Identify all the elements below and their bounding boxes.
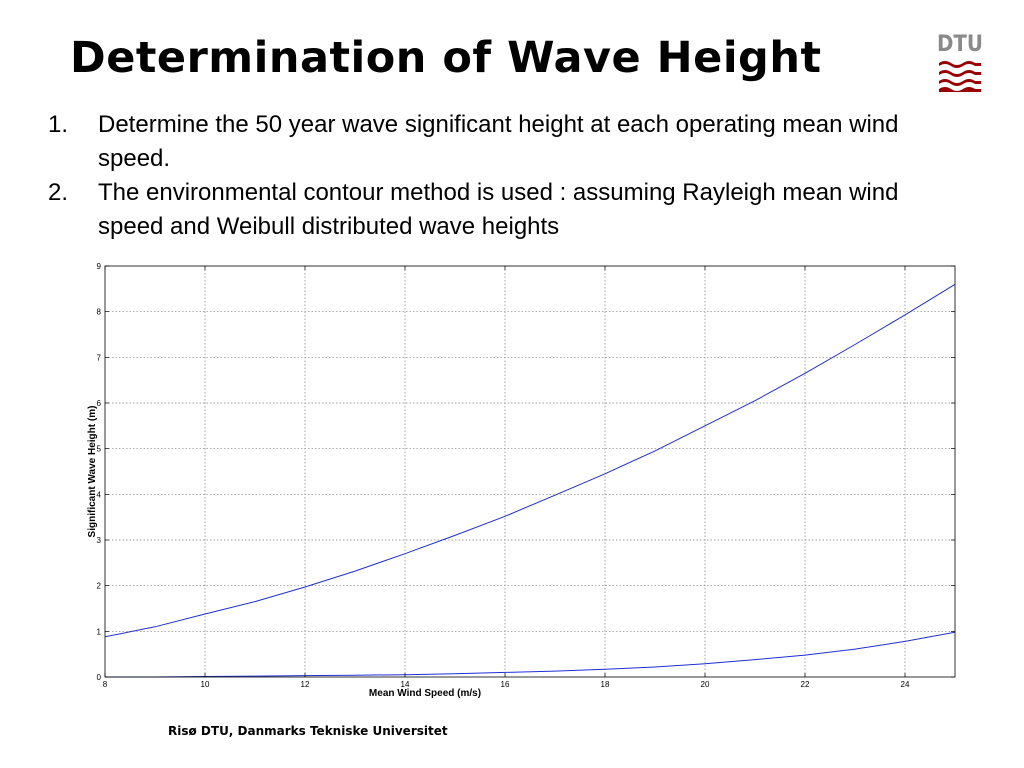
series-line-1 [104,283,956,638]
logo-text: DTU [936,32,983,57]
y-tick-label: 8 [97,308,102,317]
footer: Risø DTU, Danmarks Tekniske Universitet [168,724,448,738]
y-tick-label: 9 [97,262,102,271]
series-line-2 [105,631,956,678]
x-tick-label: 12 [301,680,310,689]
y-tick-label: 7 [97,353,102,362]
x-tick-label: 24 [901,680,910,689]
bullet-item: 1. Determine the 50 year wave significan… [48,108,928,176]
bullet-text: The environmental contour method is used… [98,179,899,240]
bullet-list: 1. Determine the 50 year wave significan… [48,108,928,244]
x-tick-label: 14 [401,680,410,689]
y-tick-label: 1 [97,627,102,636]
y-tick-label: 4 [97,490,102,499]
x-tick-label: 20 [701,680,710,689]
bullet-text: Determine the 50 year wave significant h… [98,111,899,172]
bullet-number: 2. [48,179,69,206]
slide-title: Determination of Wave Height [70,33,822,83]
y-tick-label: 6 [97,399,102,408]
x-tick-label: 10 [201,680,210,689]
y-tick-label: 0 [97,673,102,682]
chart-grid [105,266,955,677]
bullet-item: 2. The environmental contour method is u… [48,176,928,244]
bullet-number: 1. [48,111,69,138]
x-tick-label: 22 [801,680,810,689]
x-axis-label: Mean Wind Speed (m/s) [369,688,481,699]
y-tick-label: 5 [97,445,102,454]
y-axis-label: Significant Wave Height (m) [87,406,98,538]
dtu-logo: DTU [936,34,984,98]
y-tick-label: 3 [97,536,102,545]
dtu-wave-icon [939,61,981,92]
chart-series [104,283,956,678]
x-tick-label: 8 [103,680,108,689]
y-tick-label: 2 [97,582,102,591]
x-tick-label: 18 [601,680,610,689]
plot-area [105,266,955,677]
plot-frame [104,265,956,678]
x-tick-label: 16 [501,680,510,689]
